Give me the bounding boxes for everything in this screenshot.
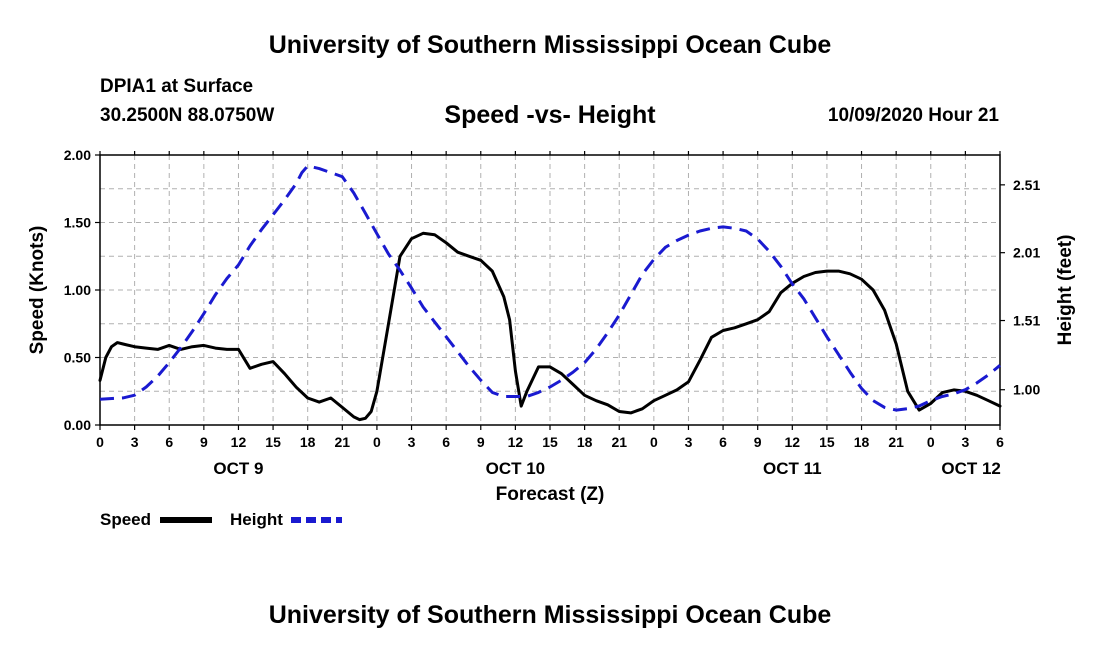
y-tick-label: 1.00 [64, 282, 91, 298]
y2-tick-label: 2.01 [1013, 245, 1040, 261]
x-tick-label: 12 [231, 434, 247, 450]
day-label: OCT 9 [213, 459, 263, 478]
legend-speed-label: Speed [100, 510, 151, 529]
x-tick-label: 3 [685, 434, 693, 450]
y-tick-label: 0.50 [64, 350, 91, 366]
y2-tick-label: 1.51 [1013, 313, 1040, 329]
y2-tick-label: 2.51 [1013, 177, 1040, 193]
x-tick-label: 6 [442, 434, 450, 450]
x-tick-label: 9 [754, 434, 762, 450]
y-tick-label: 1.50 [64, 215, 91, 231]
x-tick-label: 15 [265, 434, 281, 450]
x-tick-label: 0 [96, 434, 104, 450]
x-tick-label: 21 [335, 434, 351, 450]
x-tick-label: 15 [542, 434, 558, 450]
x-axis-title: Forecast (Z) [496, 484, 605, 505]
x-tick-label: 3 [961, 434, 969, 450]
x-tick-label: 0 [650, 434, 658, 450]
x-tick-label: 3 [131, 434, 139, 450]
x-tick-label: 12 [785, 434, 801, 450]
x-tick-label: 15 [819, 434, 835, 450]
y-axis-title-right: Height (feet) [1055, 235, 1076, 346]
footer-title: University of Southern Mississippi Ocean… [268, 601, 832, 629]
day-label: OCT 10 [486, 459, 546, 478]
x-tick-label: 18 [300, 434, 316, 450]
x-tick-label: 9 [477, 434, 485, 450]
y-axis-title-left: Speed (Knots) [27, 226, 48, 355]
chart-title: Speed -vs- Height [444, 101, 656, 129]
coordinates-label: 30.2500N 88.0750W [100, 105, 275, 126]
x-tick-label: 21 [611, 434, 627, 450]
x-tick-label: 3 [408, 434, 416, 450]
y-tick-label: 0.00 [64, 417, 91, 433]
x-tick-label: 0 [927, 434, 935, 450]
axes: 0 3 6 9 12 15 18 21 0 3 6 9 12 15 18 21 0 3 6 9 12 15 18 21 0 3 6 O… [64, 147, 1041, 478]
y2-tick-label: 1.00 [1013, 382, 1040, 398]
legend-height-label: Height [230, 510, 283, 529]
forecast-datetime: 10/09/2020 Hour 21 [827, 105, 999, 126]
grid-lines [100, 155, 1000, 425]
x-tick-label: 6 [165, 434, 173, 450]
x-tick-label: 0 [373, 434, 381, 450]
x-tick-label: 12 [508, 434, 524, 450]
station-label: DPIA1 at Surface [100, 76, 254, 97]
x-tick-label: 9 [200, 434, 208, 450]
x-tick-label: 21 [888, 434, 904, 450]
x-tick-label: 6 [719, 434, 727, 450]
x-tick-label: 6 [996, 434, 1004, 450]
legend: Speed Height [100, 510, 342, 529]
x-tick-label: 18 [854, 434, 870, 450]
page-title: University of Southern Mississippi Ocean… [268, 31, 832, 59]
series-line-speed [98, 231, 1002, 422]
x-tick-label: 18 [577, 434, 593, 450]
series-line-height [99, 164, 1001, 412]
day-label: OCT 11 [763, 459, 822, 478]
y-tick-label: 2.00 [64, 147, 91, 163]
series-lines [98, 164, 1002, 422]
day-label: OCT 12 [941, 459, 1001, 478]
